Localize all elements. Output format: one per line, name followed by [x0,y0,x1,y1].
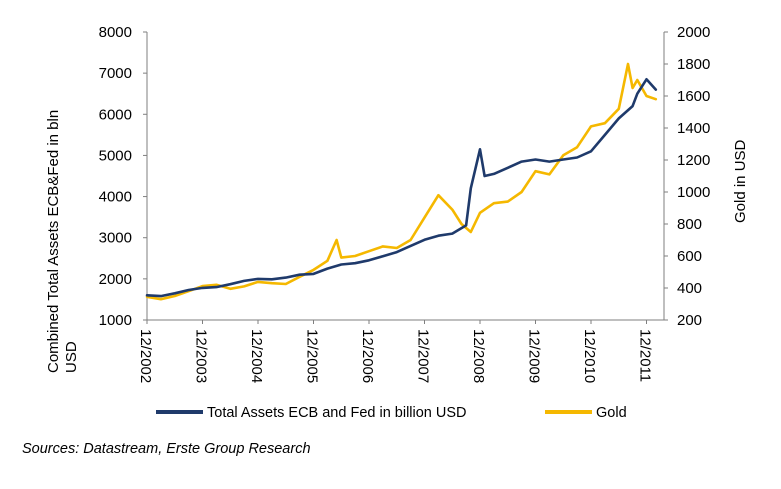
right-tick-label: 1400 [677,120,710,137]
x-axis-ticks: 12/2002 12/2003 12/2004 12/2005 12/2006 12/20… [137,320,654,383]
series-layer [145,62,658,301]
left-axis-title-line2: USD [63,341,80,373]
left-axis-title-line1: Combined Total Assets ECB&Fed in bln [45,110,62,373]
right-tick-label: 2000 [677,24,710,41]
right-tick-label: 200 [677,312,702,329]
x-tick-label: 12/2004 [248,329,265,383]
right-tick-label: 1000 [677,184,710,201]
legend: Total Assets ECB and Fed in billion USD … [156,405,627,421]
series-line-total-assets [145,78,658,298]
x-tick-label: 12/2003 [193,329,210,383]
right-tick-label: 1600 [677,88,710,105]
right-axis-ticks: 200 400 600 800 1000 1200 1400 1600 1800 2000 [664,24,710,329]
left-tick-label: 3000 [99,230,132,247]
x-tick-label: 12/2011 [637,329,654,382]
right-axis-title: Gold in USD [732,139,749,223]
x-tick-label: 12/2002 [137,329,154,383]
x-tick-label: 12/2007 [415,329,432,383]
x-tick-label: 12/2010 [581,329,598,383]
legend-label-gold: Gold [596,405,627,421]
x-tick-label: 12/2009 [526,329,543,383]
x-tick-label: 12/2005 [304,329,321,383]
x-tick-label: 12/2006 [359,329,376,383]
plot-frame [146,32,665,321]
right-tick-label: 1200 [677,152,710,169]
right-tick-label: 1800 [677,56,710,73]
left-tick-label: 2000 [99,271,132,288]
left-axis-ticks: 1000 2000 3000 4000 5000 6000 7000 8000 [99,24,147,329]
right-tick-label: 800 [677,216,702,233]
left-tick-label: 4000 [99,189,132,206]
left-tick-label: 7000 [99,65,132,82]
series-line-gold [145,62,658,301]
x-tick-label: 12/2008 [470,329,487,383]
left-tick-label: 5000 [99,147,132,164]
source-note: Sources: Datastream, Erste Group Researc… [22,441,311,457]
left-tick-label: 1000 [99,312,132,329]
legend-label-assets: Total Assets ECB and Fed in billion USD [207,405,467,421]
right-tick-label: 600 [677,248,702,265]
right-tick-label: 400 [677,280,702,297]
left-tick-label: 6000 [99,106,132,123]
left-tick-label: 8000 [99,24,132,41]
